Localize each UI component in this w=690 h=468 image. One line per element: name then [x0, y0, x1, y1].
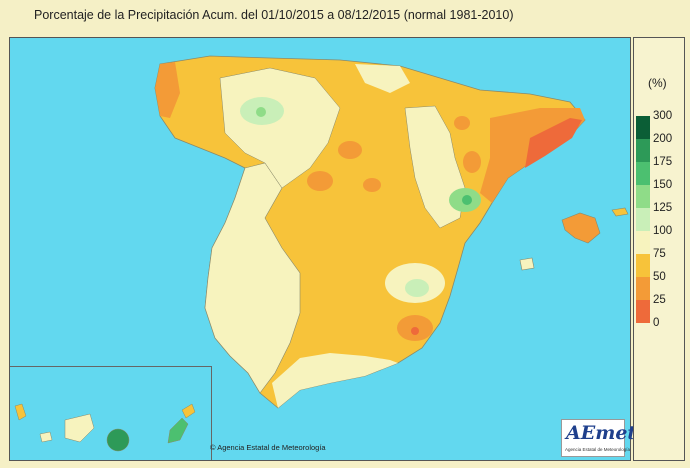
galicia-coast-orange [155, 62, 180, 118]
legend-unit: (%) [648, 76, 667, 90]
ibiza [519, 257, 535, 271]
spain-map-svg [14, 55, 629, 452]
legend-swatch [636, 162, 650, 185]
legend-tick-label: 50 [653, 271, 666, 283]
northwest-region [219, 67, 341, 189]
legend-swatch [636, 277, 650, 300]
burgos-orange [338, 141, 362, 159]
galicia-max [256, 107, 266, 117]
map-title: Porcentaje de la Precipitación Acum. del… [34, 8, 514, 22]
murcia-green [405, 279, 429, 297]
legend-swatch [636, 231, 650, 254]
legend-tick-label: 150 [653, 179, 673, 191]
aemet-logo: AEmet Agencia Estatal de Meteorología [561, 419, 636, 457]
almeria-red [411, 327, 419, 335]
cantabria-pale [355, 64, 410, 93]
legend-tick-label: 300 [653, 110, 673, 122]
legend-swatch [636, 139, 650, 162]
canary-inset-frame [10, 366, 212, 460]
iberian-peninsula [154, 55, 586, 409]
legend-tick-label: 0 [653, 317, 660, 329]
legend-swatch [636, 254, 650, 277]
valencia-max [462, 195, 472, 205]
soria-orange [363, 178, 381, 192]
menorca [611, 207, 629, 217]
canary-islands [14, 403, 196, 452]
legend-tick-label: 25 [653, 294, 666, 306]
navarra-orange [454, 116, 470, 130]
legend-tick-label: 175 [653, 156, 673, 168]
mallorca [561, 212, 601, 244]
portugal-region [204, 162, 301, 394]
leon-orange [307, 171, 333, 191]
legend-tick-label: 125 [653, 202, 673, 214]
teruel-orange [463, 151, 481, 173]
legend-swatch [636, 208, 650, 231]
credit-text: © Agencia Estatal de Meteorología [210, 443, 326, 452]
precipitation-map [9, 37, 631, 461]
legend-tick-label: 75 [653, 248, 666, 260]
catalonia-red [525, 118, 582, 168]
aemet-logo-subtitle: Agencia Estatal de Meteorología [565, 447, 631, 452]
legend-swatch [636, 300, 650, 323]
legend: (%) 300 200 175 150 125 100 75 50 25 0 [633, 37, 685, 461]
legend-tick-label: 100 [653, 225, 673, 237]
legend-swatch [636, 116, 650, 139]
legend-swatch [636, 185, 650, 208]
aemet-logo-text: AEmet [566, 422, 637, 444]
legend-tick-label: 200 [653, 133, 673, 145]
andalusia-coast [272, 353, 398, 408]
